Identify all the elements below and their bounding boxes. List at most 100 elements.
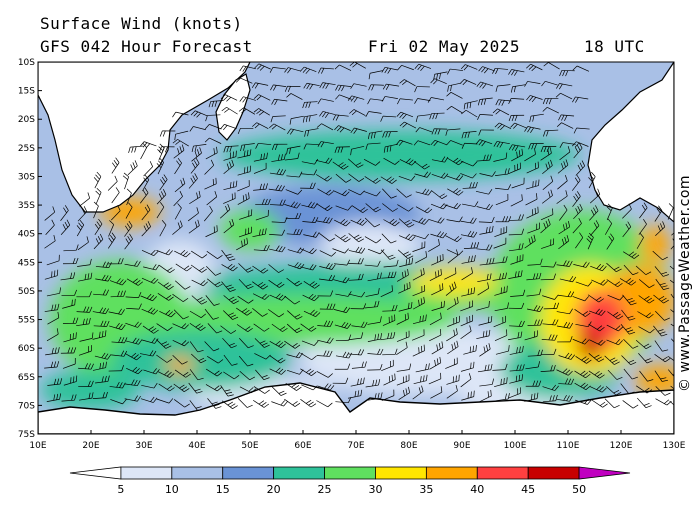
wind-barb xyxy=(508,114,525,122)
wind-barb xyxy=(590,385,607,393)
wind-barb xyxy=(286,171,303,178)
wind-barb xyxy=(317,188,334,196)
wind-barb xyxy=(285,189,303,195)
wind-barb xyxy=(509,345,524,355)
wind-barb xyxy=(348,258,364,265)
wind-barb xyxy=(543,302,560,310)
wind-barb xyxy=(365,288,380,297)
wind-barb xyxy=(95,375,110,384)
wind-barb xyxy=(623,368,638,380)
wind-barb xyxy=(412,385,424,400)
wind-barb xyxy=(348,332,364,341)
wind-barb xyxy=(495,168,510,177)
wind-barb xyxy=(363,159,381,166)
wind-barb xyxy=(670,385,674,390)
wind-barb xyxy=(300,352,317,361)
wind-barb xyxy=(524,81,541,87)
wind-barb xyxy=(414,98,431,104)
wind-barb xyxy=(463,242,480,249)
map-title: Surface Wind (knots) xyxy=(40,14,243,33)
wind-barb xyxy=(605,386,622,396)
wind-barb xyxy=(396,312,409,325)
wind-barb xyxy=(396,111,414,120)
wind-barb xyxy=(270,84,287,91)
wind-barb xyxy=(367,348,384,355)
wind-barb xyxy=(524,126,541,133)
wind-barb xyxy=(220,385,234,397)
wind-barb xyxy=(348,233,364,243)
wind-barb xyxy=(588,353,605,363)
wind-barb xyxy=(396,330,410,342)
wind-barb xyxy=(172,111,189,118)
wind-barb xyxy=(446,384,458,399)
longitude-label: 130E xyxy=(663,441,686,451)
wind-barb xyxy=(139,187,149,204)
wind-barb xyxy=(622,294,637,306)
wind-barb xyxy=(191,353,207,364)
wind-barb xyxy=(557,159,569,174)
wind-barb xyxy=(204,308,219,320)
wind-barb xyxy=(556,190,568,204)
wind-barb xyxy=(95,261,112,268)
wind-barb xyxy=(365,142,381,150)
wind-barb xyxy=(190,250,208,259)
wind-barb xyxy=(588,370,605,379)
wind-barb xyxy=(606,279,623,288)
wind-barb xyxy=(44,234,56,249)
wind-barb xyxy=(381,359,394,371)
wind-barb xyxy=(411,329,425,341)
wind-barb xyxy=(463,100,478,110)
wind-barb xyxy=(429,112,445,120)
wind-barb xyxy=(559,146,571,161)
wind-barb xyxy=(477,282,490,296)
wind-barb xyxy=(124,260,141,267)
wind-barb xyxy=(428,239,440,252)
wind-barb xyxy=(620,324,636,335)
wind-barb xyxy=(316,203,333,212)
wind-barb xyxy=(398,218,415,228)
wind-barb xyxy=(172,323,189,330)
wind-barb xyxy=(654,340,669,352)
wind-barb xyxy=(204,159,215,175)
wind-barb xyxy=(621,355,637,366)
wind-barb xyxy=(587,294,604,303)
wind-barb xyxy=(396,374,410,386)
wind-barb xyxy=(620,383,635,395)
wind-barb xyxy=(221,281,236,292)
wind-barb xyxy=(541,189,553,204)
wind-barb xyxy=(92,391,108,400)
wind-barb xyxy=(412,285,426,297)
wind-barb xyxy=(399,79,416,87)
wind-barb xyxy=(479,171,496,177)
legend-label: 30 xyxy=(368,483,382,496)
wind-barb xyxy=(542,319,559,326)
wind-barb xyxy=(204,177,217,190)
wind-barb xyxy=(445,128,461,136)
wind-barb xyxy=(399,121,417,129)
wind-barb xyxy=(158,383,175,392)
wind-barb xyxy=(444,203,461,210)
wind-barb xyxy=(444,267,457,280)
wind-barb xyxy=(508,243,524,252)
wind-barb xyxy=(460,361,475,372)
legend-label: 5 xyxy=(117,483,124,496)
wind-barb xyxy=(381,66,398,74)
wind-barb xyxy=(395,139,413,146)
wind-barb xyxy=(315,157,333,164)
wind-barb xyxy=(461,142,478,149)
wind-barb xyxy=(252,293,270,300)
wind-barb xyxy=(253,108,270,116)
wind-barb xyxy=(415,251,427,264)
wind-barb xyxy=(286,145,301,155)
wind-barb xyxy=(238,107,256,115)
wind-barb xyxy=(364,176,381,184)
wind-barb xyxy=(493,237,507,249)
wind-barb xyxy=(333,277,350,284)
wind-barb xyxy=(494,302,509,312)
wind-barb xyxy=(93,289,109,296)
wind-barb xyxy=(107,232,116,249)
wind-barb xyxy=(382,131,398,138)
wind-barb xyxy=(494,377,508,388)
wind-barb xyxy=(446,249,464,256)
wind-barb xyxy=(126,278,144,286)
